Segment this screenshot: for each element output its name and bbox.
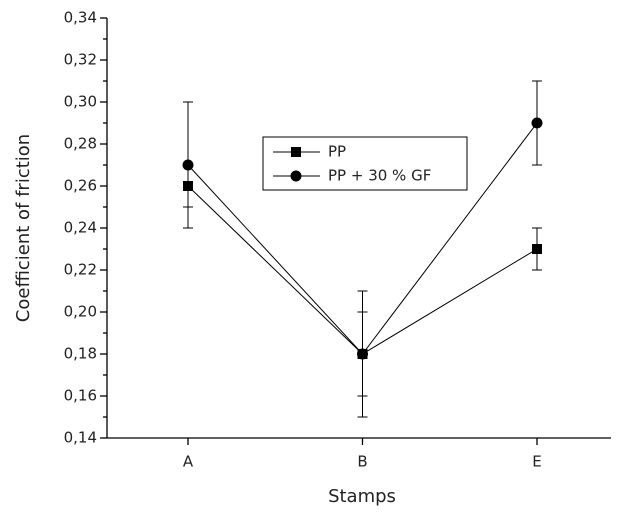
y-tick-label: 0,18: [64, 345, 97, 363]
y-axis-label: Coefficient of friction: [13, 134, 34, 322]
y-tick-label: 0,24: [64, 219, 97, 237]
y-tick-label: 0,26: [64, 177, 97, 195]
legend-marker: [291, 147, 301, 157]
data-point: [182, 159, 194, 171]
legend-marker: [290, 170, 302, 182]
data-point: [357, 348, 368, 360]
legend-label: PP: [328, 143, 346, 161]
x-tick-label: E: [532, 453, 541, 471]
x-tick-label: A: [183, 453, 194, 471]
y-tick-label: 0,30: [64, 93, 97, 111]
x-tick-label: B: [357, 453, 367, 471]
y-tick-label: 0,28: [64, 135, 97, 153]
y-tick-label: 0,34: [64, 9, 97, 27]
y-tick-label: 0,32: [64, 51, 97, 69]
y-tick-label: 0,16: [64, 387, 97, 405]
y-tick-label: 0,22: [64, 261, 97, 279]
y-tick-label: 0,20: [64, 303, 97, 321]
legend-label: PP + 30 % GF: [328, 167, 431, 185]
x-axis-label: Stamps: [328, 486, 396, 507]
data-point: [532, 244, 542, 254]
y-tick-label: 0,14: [64, 429, 97, 447]
data-point: [531, 117, 543, 129]
